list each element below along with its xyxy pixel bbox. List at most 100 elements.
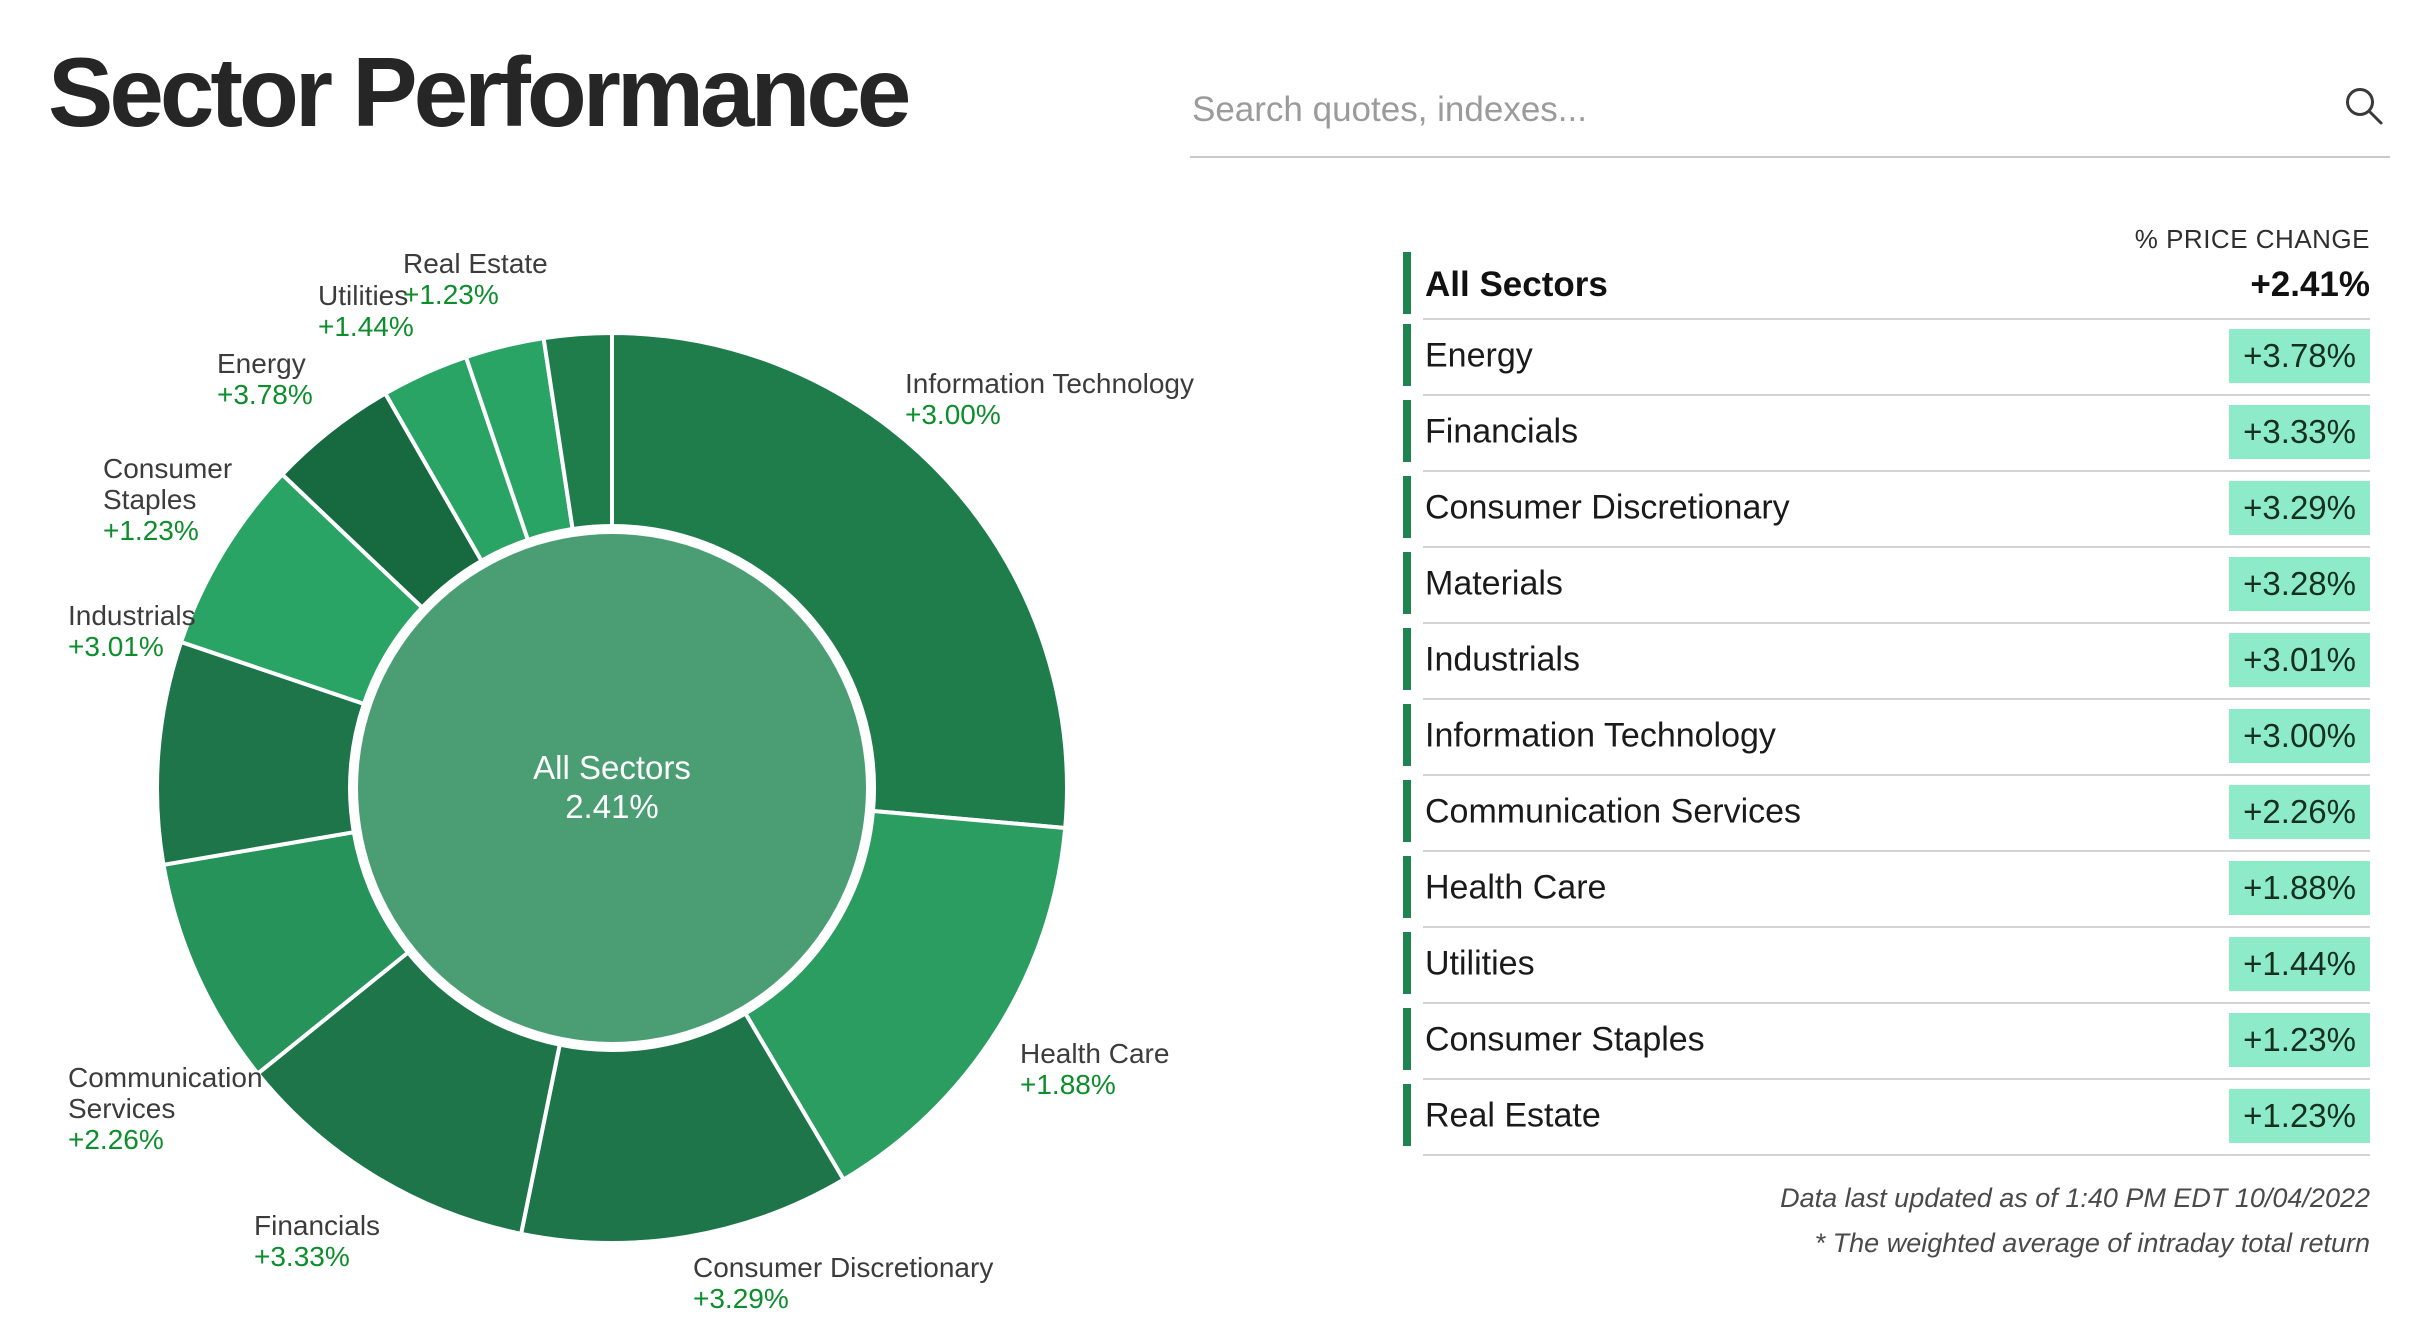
chart-label-value: +1.44% [318, 311, 414, 342]
sector-change-chip: +1.23% [2229, 1013, 2370, 1067]
chart-label-value: +3.01% [68, 631, 164, 662]
table-row-utilities[interactable]: Utilities +1.44% [1403, 926, 2370, 1002]
donut-center-title: All Sectors [533, 749, 691, 786]
data-updated-note: Data last updated as of 1:40 PM EDT 10/0… [1780, 1183, 2370, 1213]
chart-label-name: Consumer [103, 453, 233, 484]
table-row-consumer-discretionary[interactable]: Consumer Discretionary +3.29% [1403, 470, 2370, 546]
table-row-consumer-staples[interactable]: Consumer Staples +1.23% [1403, 1002, 2370, 1078]
row-accent-bar [1403, 1008, 1411, 1070]
chart-label-value: +3.33% [254, 1241, 350, 1272]
chart-label-value: +3.29% [693, 1283, 789, 1314]
table-row-health-care[interactable]: Health Care +1.88% [1403, 850, 2370, 926]
chart-label-name: Real Estate [403, 248, 548, 279]
table-row-financials[interactable]: Financials +3.33% [1403, 394, 2370, 470]
sector-name: Consumer Discretionary [1425, 488, 1790, 527]
chart-label-value: +3.00% [905, 399, 1001, 430]
sector-change-value: +2.41% [2250, 265, 2370, 304]
row-accent-bar [1403, 780, 1411, 842]
donut-center-label: All Sectors 2.41% [412, 748, 812, 826]
chart-label-name: Financials [254, 1210, 381, 1241]
chart-label-communication-services: Communication Services +2.26% [68, 1062, 263, 1155]
sector-name: Utilities [1425, 944, 1535, 983]
row-accent-bar [1403, 400, 1411, 462]
table-row-real-estate[interactable]: Real Estate +1.23% [1403, 1078, 2370, 1154]
row-accent-bar [1403, 932, 1411, 994]
sector-change-chip: +3.78% [2229, 329, 2370, 383]
row-divider [1423, 1002, 2370, 1004]
page-title: Sector Performance [48, 37, 911, 147]
sector-change-chip: +3.33% [2229, 405, 2370, 459]
table-bottom-divider [1423, 1154, 2370, 1156]
donut-center-circle [358, 534, 866, 1042]
chart-label-value: +2.26% [68, 1124, 164, 1155]
sector-change-chip: +1.23% [2229, 1089, 2370, 1143]
sector-change-chip: +3.01% [2229, 633, 2370, 687]
row-accent-bar [1403, 704, 1411, 766]
sector-rows: Energy +3.78% Financials +3.33% Consumer Dis… [1403, 318, 2370, 1154]
donut-segment-health-care[interactable] [743, 809, 1068, 1182]
row-divider [1423, 926, 2370, 928]
chart-label-name: Industrials [68, 600, 196, 631]
sector-name: All Sectors [1425, 265, 1608, 304]
sector-change-chip: +3.28% [2229, 557, 2370, 611]
table-row-energy[interactable]: Energy +3.78% [1403, 318, 2370, 394]
chart-label-utilities: Utilities +1.44% [318, 280, 414, 342]
sector-name: Health Care [1425, 868, 1607, 907]
chart-label-information-technology: Information Technology +3.00% [905, 368, 1194, 430]
chart-label-name: Staples [103, 484, 197, 515]
row-divider [1423, 622, 2370, 624]
sector-change-chip: +2.26% [2229, 785, 2370, 839]
table-row-information-technology[interactable]: Information Technology +3.00% [1403, 698, 2370, 774]
search-icon[interactable] [2342, 84, 2386, 128]
row-divider [1423, 318, 2370, 320]
chart-label-real-estate: Real Estate +1.23% [403, 248, 548, 310]
donut-segment-materials[interactable] [541, 331, 614, 531]
sector-name: Real Estate [1425, 1096, 1601, 1135]
sector-name: Communication Services [1425, 792, 1802, 831]
chart-label-consumer-discretionary: Consumer Discretionary +3.29% [693, 1252, 993, 1314]
sector-name: Financials [1425, 412, 1579, 451]
chart-label-name: Consumer Discretionary [693, 1252, 994, 1283]
table-row-industrials[interactable]: Industrials +3.01% [1403, 622, 2370, 698]
search-input[interactable] [1190, 76, 2324, 144]
price-change-column-header: % PRICE CHANGE [2134, 224, 2370, 254]
search-box [1190, 62, 2390, 158]
chart-label-value: +1.23% [403, 279, 499, 310]
row-divider [1423, 470, 2370, 472]
sector-change-chip: +3.00% [2229, 709, 2370, 763]
chart-label-value: +1.23% [103, 515, 199, 546]
sector-name: Consumer Staples [1425, 1020, 1705, 1059]
sector-change-chip: +1.44% [2229, 937, 2370, 991]
row-accent-bar [1403, 552, 1411, 614]
chart-label-name: Services [68, 1093, 176, 1124]
row-accent-bar [1403, 252, 1411, 314]
table-row-materials[interactable]: Materials +3.28% [1403, 546, 2370, 622]
chart-label-energy: Energy +3.78% [217, 348, 313, 410]
donut-center-value: 2.41% [565, 788, 659, 825]
row-divider [1423, 850, 2370, 852]
row-accent-bar [1403, 628, 1411, 690]
row-divider [1423, 546, 2370, 548]
chart-label-name: Energy [217, 348, 306, 379]
row-accent-bar [1403, 324, 1411, 386]
sector-name: Energy [1425, 336, 1533, 375]
chart-label-value: +1.88% [1020, 1069, 1116, 1100]
sector-donut-chart: All Sectors 2.41% Information Technology… [0, 160, 1194, 1324]
row-divider [1423, 774, 2370, 776]
chart-label-industrials: Industrials +3.01% [68, 600, 196, 662]
chart-label-financials: Financials +3.33% [254, 1210, 380, 1272]
weighted-average-note: * The weighted average of intraday total… [1814, 1228, 2370, 1258]
table-row-communication-services[interactable]: Communication Services +2.26% [1403, 774, 2370, 850]
chart-label-name: Health Care [1020, 1038, 1170, 1069]
chart-label-name: Communication [68, 1062, 263, 1093]
row-accent-bar [1403, 1084, 1411, 1146]
chart-label-consumer-staples: Consumer Staples +1.23% [103, 453, 232, 546]
donut-segment-information-technology[interactable] [610, 331, 1069, 830]
table-row-all-sectors[interactable]: All Sectors +2.41% [1403, 252, 2370, 318]
sector-change-chip: +1.88% [2229, 861, 2370, 915]
chart-label-name: Utilities [318, 280, 409, 311]
row-divider [1423, 1078, 2370, 1080]
sector-name: Materials [1425, 564, 1563, 603]
